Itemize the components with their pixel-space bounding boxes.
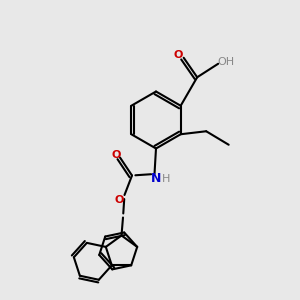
Text: N: N (151, 172, 161, 185)
Text: H: H (162, 173, 171, 184)
Text: O: O (111, 149, 121, 160)
Text: OH: OH (217, 57, 234, 67)
Text: O: O (114, 195, 124, 206)
Text: O: O (174, 50, 183, 60)
